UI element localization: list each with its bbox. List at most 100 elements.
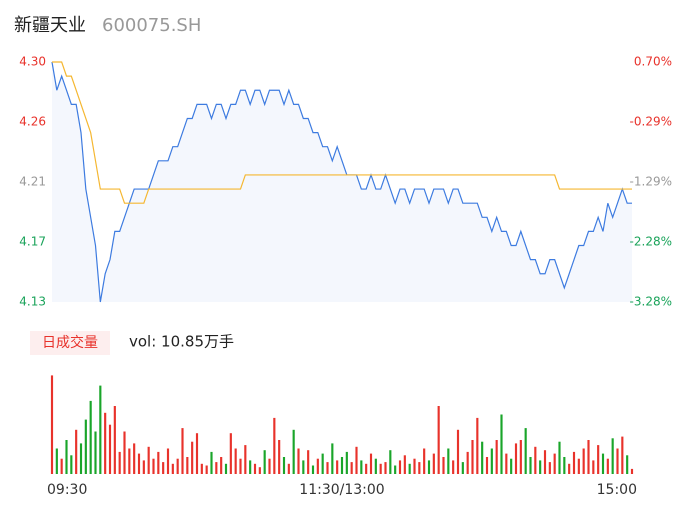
volume-bar: [437, 406, 440, 474]
y-tick-label: 4.17: [19, 235, 46, 249]
volume-bar: [529, 457, 532, 474]
volume-bar: [471, 440, 474, 474]
volume-bar: [142, 460, 145, 474]
x-tick-label: 09:30: [47, 482, 87, 498]
volume-bar: [278, 440, 281, 474]
volume-bar: [65, 440, 68, 474]
volume-bar: [50, 375, 54, 474]
volume-bar: [563, 457, 566, 474]
volume-bar: [534, 446, 537, 474]
volume-bar: [524, 428, 527, 474]
volume-bar: [171, 463, 174, 474]
y2-tick-label: 0.70%: [634, 55, 672, 69]
volume-bar: [539, 460, 542, 474]
volume-bar: [94, 431, 97, 474]
volume-bar: [287, 463, 290, 474]
volume-bar: [423, 448, 426, 474]
average-line: [52, 61, 632, 204]
volume-bar: [70, 455, 73, 474]
volume-bar: [514, 443, 518, 474]
volume-bar: [558, 441, 561, 474]
volume-bar: [345, 451, 348, 474]
x-tick-label: 11:30/13:00: [299, 482, 384, 498]
volume-bar: [282, 457, 286, 474]
volume-bar: [118, 451, 121, 474]
volume-bar: [253, 463, 257, 474]
volume-bar: [128, 448, 131, 474]
volume-bar: [104, 412, 107, 474]
volume-bar: [220, 457, 223, 474]
volume-bar: [229, 433, 232, 474]
volume-bar: [302, 460, 305, 474]
volume-bar: [611, 438, 614, 474]
volume-bar: [543, 450, 547, 474]
volume-bar: [568, 463, 571, 474]
volume-bar: [500, 414, 503, 474]
volume-bar: [519, 440, 522, 474]
volume-bar: [75, 429, 78, 474]
y-tick-label: 4.13: [19, 295, 46, 309]
volume-bar: [99, 385, 102, 474]
volume-bar: [384, 462, 387, 474]
volume-bar: [60, 458, 63, 474]
volume-bar: [195, 433, 199, 474]
volume-bar: [427, 460, 431, 474]
volume-bar: [147, 446, 150, 474]
volume-bar: [597, 445, 600, 474]
volume-bar: [224, 463, 228, 474]
volume-bar: [601, 453, 605, 474]
volume-bar: [79, 443, 83, 474]
volume-bar: [466, 451, 469, 474]
volume-bar: [340, 457, 344, 474]
volume-bar: [210, 451, 213, 474]
x-tick-label: 15:00: [597, 482, 637, 498]
volume-bar: [113, 406, 116, 474]
y2-tick-label: -1.29%: [630, 175, 672, 189]
volume-bar: [485, 457, 489, 474]
volume-bar: [311, 465, 315, 474]
y-tick-label: 4.30: [19, 55, 46, 69]
volume-bar: [606, 458, 609, 474]
volume-bar: [495, 440, 498, 474]
volume-bar: [108, 424, 112, 474]
volume-bar: [432, 453, 435, 474]
volume-bar: [587, 440, 590, 474]
volume-bar: [137, 453, 141, 474]
volume-bar: [123, 431, 126, 474]
volume-bar: [630, 468, 634, 474]
volume-bar: [162, 462, 165, 474]
volume-bar: [331, 443, 334, 474]
volume-bar: [321, 453, 324, 474]
volume-bar: [350, 462, 353, 474]
volume-bar: [442, 457, 445, 474]
volume-bar: [186, 457, 189, 474]
volume-bar: [510, 458, 513, 474]
volume-bar: [452, 460, 455, 474]
volume-bar: [336, 460, 339, 474]
volume-bar: [626, 455, 629, 474]
volume-bar: [505, 453, 508, 474]
volume-bar: [297, 448, 300, 474]
price-area: [52, 62, 632, 302]
volume-bar: [326, 462, 329, 474]
volume-bar: [369, 453, 373, 474]
volume-bar: [181, 428, 184, 474]
volume-bar: [548, 462, 551, 474]
volume-bar: [258, 467, 261, 474]
volume-bar: [166, 448, 170, 474]
y-tick-label: 4.26: [19, 115, 46, 129]
volume-bar: [398, 460, 402, 474]
volume-bar: [244, 445, 247, 474]
y2-tick-label: -3.28%: [630, 295, 672, 309]
volume-bar: [408, 463, 411, 474]
volume-bar: [456, 429, 460, 474]
volume-bar: [360, 460, 363, 474]
volume-legend: 日成交量: [42, 334, 98, 351]
y-tick-label: 4.21: [19, 175, 46, 189]
volume-legend-box: [30, 331, 110, 355]
volume-bar: [89, 400, 92, 474]
volume-bar: [577, 458, 580, 474]
volume-summary: vol: 10.85万手: [129, 333, 234, 351]
volume-bar: [621, 436, 624, 474]
